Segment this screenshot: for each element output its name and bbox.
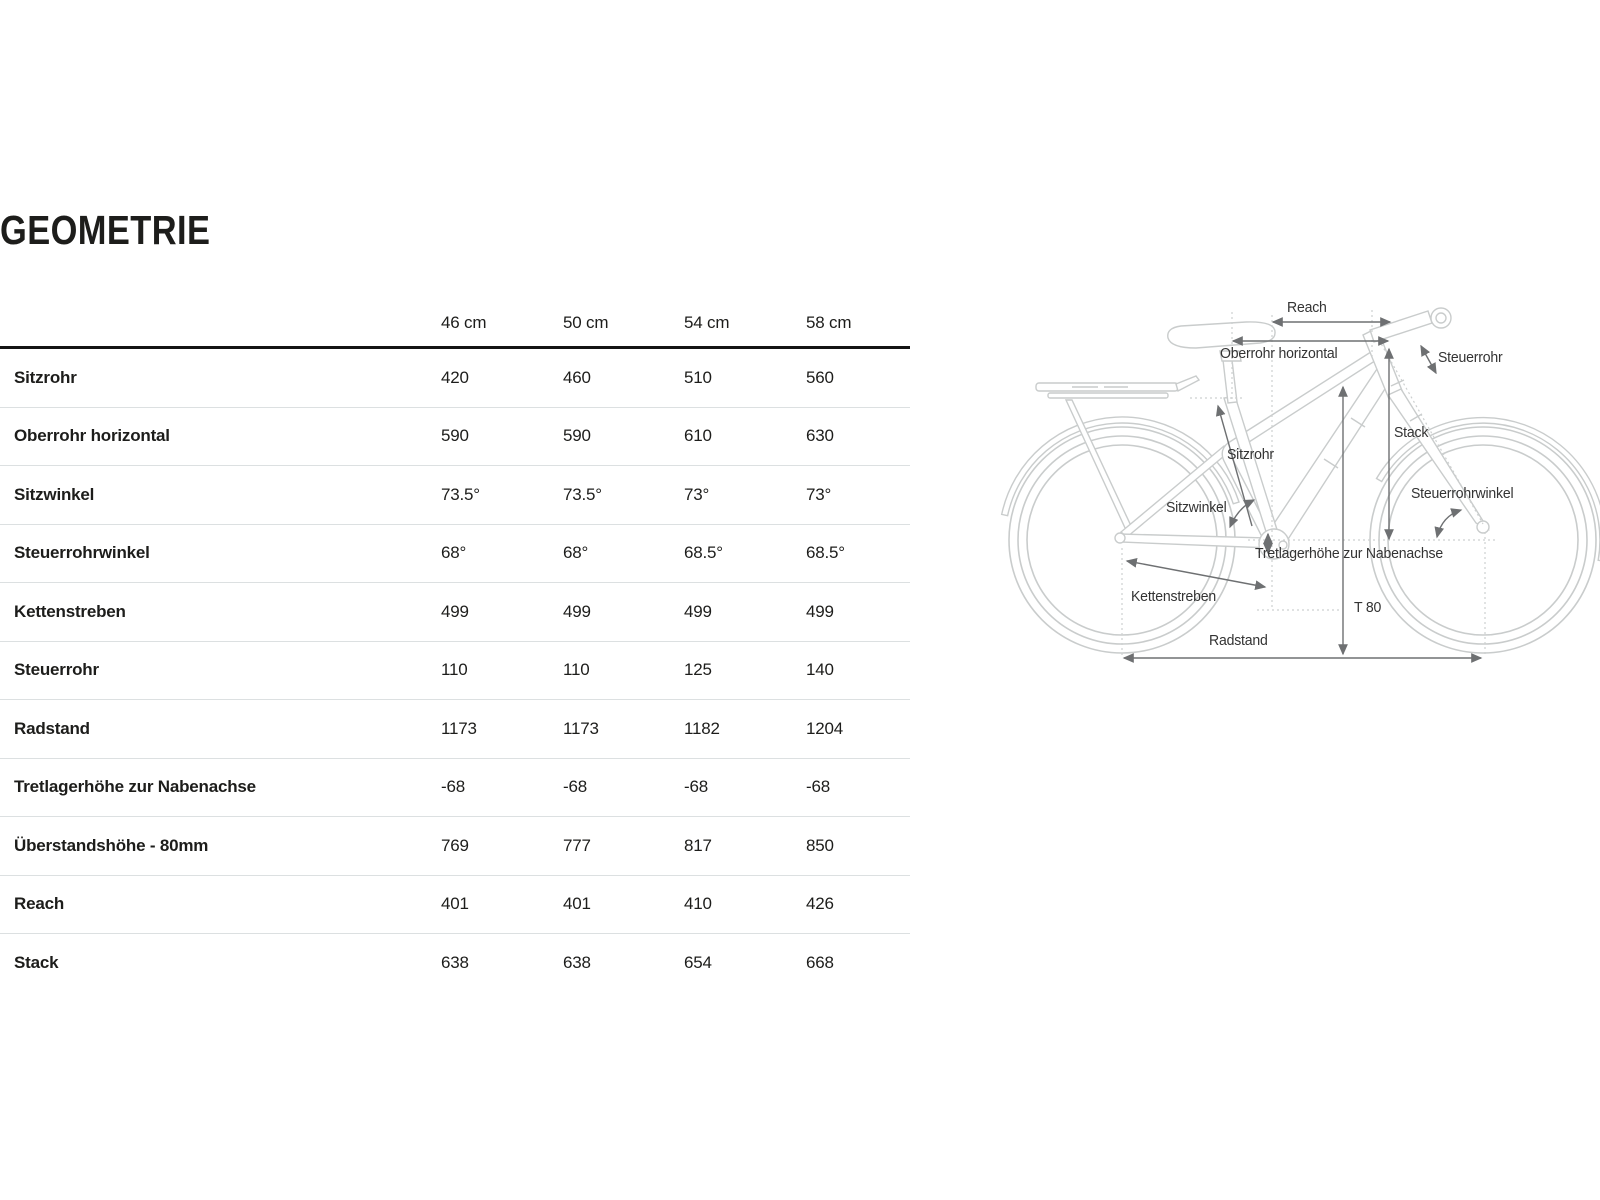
row-value: 410 [684,894,712,914]
row-value: 499 [806,601,834,621]
row-value: 1173 [563,718,599,738]
table-row: Oberrohr horizontal 590 590 610 630 [0,408,910,466]
row-value: 1182 [684,718,720,738]
row-label: Sitzwinkel [14,484,95,504]
row-value: 73° [806,484,832,504]
row-label: Stack [14,952,59,972]
row-value: 769 [441,835,469,855]
row-value: -68 [806,777,830,797]
row-value: 1204 [806,718,844,738]
table-row: Stack 638 638 654 668 [0,934,910,992]
table-row: Sitzrohr 420 460 510 560 [0,349,910,408]
table-row: Überstandshöhe - 80mm 769 777 817 850 [0,817,910,876]
row-value: 110 [563,660,590,680]
diagram-label-tretlagerhoehe: Tretlagerhöhe zur Nabenachse [1255,546,1443,562]
kettenstreben-arrow [1125,557,1267,591]
row-value: 510 [684,367,712,387]
diagram-label-radstand: Radstand [1209,633,1268,649]
row-value: 460 [563,367,591,387]
row-value: 499 [563,601,591,621]
dimension-arrows [1122,317,1483,663]
diagram-label-steuerrohrwinkel: Steuerrohrwinkel [1411,486,1514,502]
row-value: 777 [563,835,591,855]
row-value: 68.5° [806,543,845,563]
row-label: Oberrohr horizontal [14,426,170,446]
diagram-label-sitzwinkel: Sitzwinkel [1166,500,1227,516]
table-row: Steuerrohr 110 110 125 140 [0,642,910,700]
diagram-label-oberrohr: Oberrohr horizontal [1220,346,1338,362]
table-row: Radstand 1173 1173 1182 1204 [0,700,910,759]
row-value: 68° [563,543,589,563]
row-value: 73.5° [563,484,602,504]
row-value: -68 [441,777,465,797]
row-value: 1173 [441,718,477,738]
row-value: 590 [441,426,469,446]
steuerrohrwinkel-arc [1434,508,1463,539]
diagram-label-t80: T 80 [1354,600,1382,616]
row-label: Steuerrohr [14,660,99,680]
row-label: Tretlagerhöhe zur Nabenachse [14,777,256,797]
bike-illustration [1000,307,1600,663]
rear-rack [1035,375,1201,531]
row-value: 817 [684,835,712,855]
geometry-table: 46 cm 50 cm 54 cm 58 cm Sitzrohr 420 460 510 56… [0,300,910,992]
row-value: 499 [684,601,712,621]
row-value: 590 [563,426,591,446]
table-row: Tretlagerhöhe zur Nabenachse -68 -68 -68 -68 [0,759,910,817]
row-label: Sitzrohr [14,367,77,387]
diagram-label-sitzrohr: Sitzrohr [1227,447,1274,463]
page-title: GEOMETRIE [0,207,211,253]
row-value: 638 [563,952,591,972]
row-value: 560 [806,367,834,387]
row-value: 850 [806,835,834,855]
row-value: 140 [806,660,834,680]
row-label: Radstand [14,718,90,738]
diagram-label-steuerrohr: Steuerrohr [1438,350,1503,366]
row-value: 401 [563,894,591,914]
row-label: Überstandshöhe - 80mm [14,835,209,855]
table-body: Sitzrohr 420 460 510 560 Oberrohr horizontal 5… [0,349,910,992]
diagram-label-stack: Stack [1394,425,1429,441]
table-header-row: 46 cm 50 cm 54 cm 58 cm [0,300,910,349]
sitzwinkel-arc [1229,499,1256,529]
row-value: 125 [684,660,712,680]
row-value: -68 [563,777,587,797]
row-value: 668 [806,952,834,972]
table-header-size: 58 cm [806,313,852,332]
row-value: 426 [806,894,834,914]
table-header-size: 50 cm [563,313,609,332]
row-value: 499 [441,601,469,621]
table-row: Sitzwinkel 73.5° 73.5° 73° 73° [0,466,910,525]
row-value: 73.5° [441,484,480,504]
table-row: Kettenstreben 499 499 499 499 [0,583,910,642]
row-label: Reach [14,894,65,914]
bike-geometry-diagram: Reach Oberrohr horizontal Steuerrohr Sit… [980,280,1600,680]
row-value: 110 [441,660,468,680]
row-value: 68.5° [684,543,723,563]
table-header-size: 46 cm [441,313,487,332]
frame [1114,307,1490,560]
row-value: 638 [441,952,469,972]
steuerrohr-arrow [1420,344,1437,375]
diagram-label-reach: Reach [1287,300,1327,316]
table-row: Reach 401 401 410 426 [0,876,910,934]
row-value: 654 [684,952,712,972]
table-row: Steuerrohrwinkel 68° 68° 68.5° 68.5° [0,525,910,583]
row-value: 401 [441,894,469,914]
row-value: 73° [684,484,710,504]
row-label: Steuerrohrwinkel [14,543,150,563]
row-value: -68 [684,777,708,797]
row-value: 630 [806,426,834,446]
row-label: Kettenstreben [14,601,126,621]
row-value: 68° [441,543,467,563]
row-value: 610 [684,426,712,446]
construction-lines [1121,310,1496,656]
diagram-label-kettenstreben: Kettenstreben [1131,589,1217,605]
table-header-size: 54 cm [684,313,730,332]
row-value: 420 [441,367,469,387]
